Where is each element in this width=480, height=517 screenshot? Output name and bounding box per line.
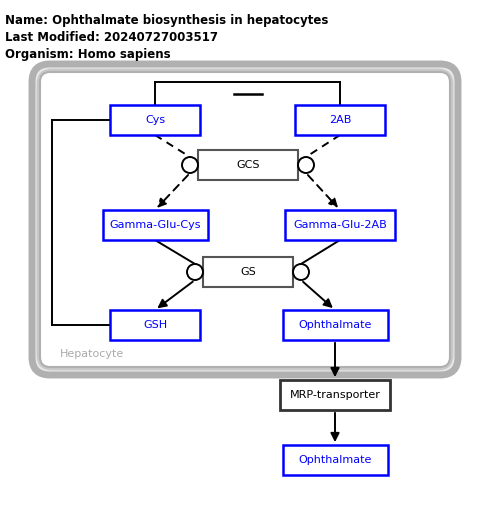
Bar — [295, 105, 385, 135]
Bar — [203, 257, 293, 287]
Bar — [198, 150, 298, 180]
Text: Gamma-Glu-2AB: Gamma-Glu-2AB — [293, 220, 387, 230]
Text: Hepatocyte: Hepatocyte — [60, 349, 124, 359]
Text: Ophthalmate: Ophthalmate — [298, 455, 372, 465]
Text: Organism: Homo sapiens: Organism: Homo sapiens — [5, 48, 170, 61]
Circle shape — [187, 264, 203, 280]
Circle shape — [182, 157, 198, 173]
Bar — [285, 210, 395, 240]
FancyBboxPatch shape — [32, 64, 458, 375]
FancyBboxPatch shape — [40, 72, 450, 367]
Text: Gamma-Glu-Cys: Gamma-Glu-Cys — [109, 220, 201, 230]
Text: MRP-transporter: MRP-transporter — [289, 390, 381, 400]
Bar — [283, 310, 387, 340]
Bar — [283, 445, 387, 475]
Text: GCS: GCS — [236, 160, 260, 170]
Text: Last Modified: 20240727003517: Last Modified: 20240727003517 — [5, 31, 218, 44]
Bar — [103, 210, 207, 240]
Bar — [110, 310, 200, 340]
Bar — [280, 380, 390, 410]
Circle shape — [293, 264, 309, 280]
Text: 2AB: 2AB — [329, 115, 351, 125]
Circle shape — [298, 157, 314, 173]
Text: Name: Ophthalmate biosynthesis in hepatocytes: Name: Ophthalmate biosynthesis in hepato… — [5, 14, 328, 27]
Text: GS: GS — [240, 267, 256, 277]
Text: Cys: Cys — [145, 115, 165, 125]
Text: Ophthalmate: Ophthalmate — [298, 320, 372, 330]
FancyBboxPatch shape — [38, 70, 452, 369]
Bar — [110, 105, 200, 135]
Text: GSH: GSH — [143, 320, 167, 330]
